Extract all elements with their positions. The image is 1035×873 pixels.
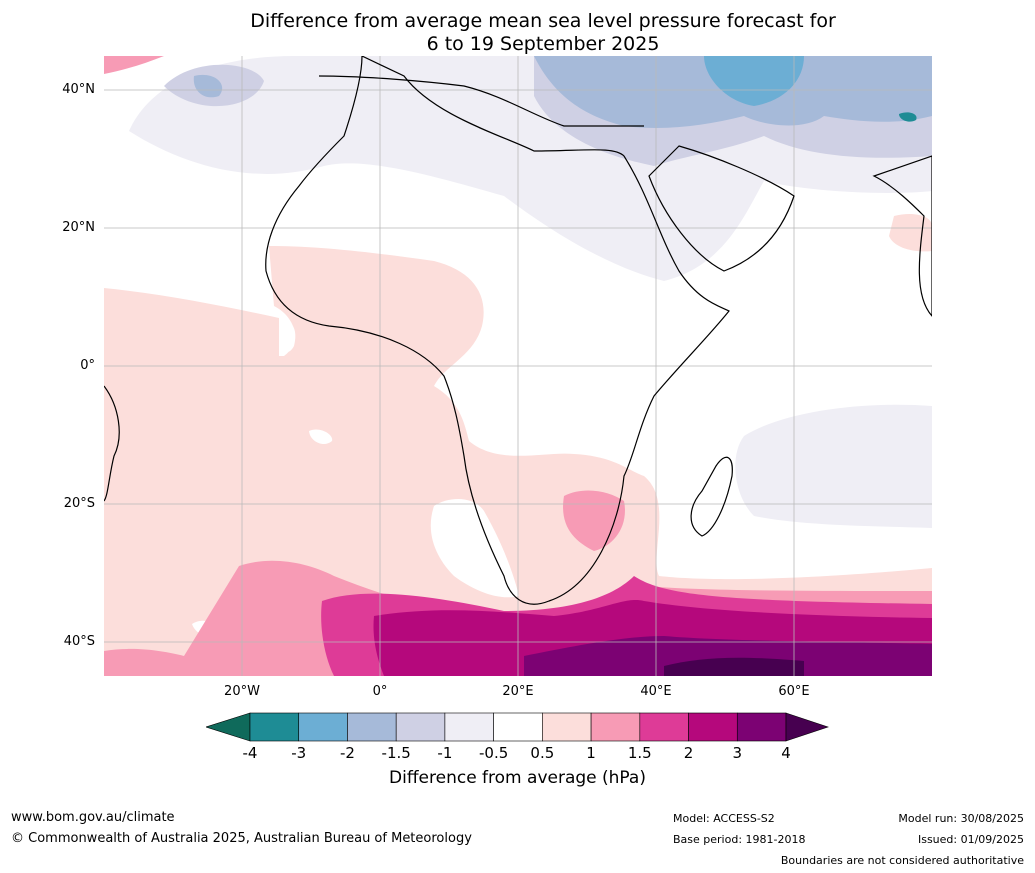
colorbar-cell <box>493 712 543 742</box>
lon-label-0: 0° <box>372 684 388 699</box>
colorbar <box>206 712 829 742</box>
africa-coastline <box>265 56 730 605</box>
lat-label-40n: 40°N <box>62 82 95 97</box>
lon-label-20e: 20°E <box>502 684 534 699</box>
india-coastline <box>872 155 932 317</box>
lat-label-40s: 40°S <box>63 634 95 649</box>
colorbar-over-arrow <box>785 712 829 742</box>
lon-label-60e: 60°E <box>778 684 810 699</box>
anomaly-positive-max <box>664 657 804 676</box>
lon-label-20w: 20°W <box>224 684 260 699</box>
colorbar-label: Difference from average (hPa) <box>389 768 646 788</box>
anomaly-negative-strong <box>704 56 804 106</box>
anomaly-neutral-atlantic <box>309 429 333 445</box>
colorbar-cell <box>639 712 689 742</box>
colorbar-tick-label: -0.5 <box>478 744 509 762</box>
colorbar-tick-label: -1 <box>437 744 453 762</box>
colorbar-cell <box>298 712 348 742</box>
coastlines <box>104 56 932 605</box>
colorbar-tick-label: 1 <box>586 744 596 762</box>
madagascar-coastline <box>690 456 733 537</box>
colorbar-tick-label: -2 <box>339 744 355 762</box>
pressure-anomaly-map <box>104 56 932 676</box>
base-period: Base period: 1981-2018 <box>673 833 806 846</box>
website-link[interactable]: www.bom.gov.au/climate <box>11 810 175 825</box>
boundaries-disclaimer: Boundaries are not considered authoritat… <box>780 854 1024 867</box>
arabia-coastline <box>648 145 795 272</box>
colorbar-cells <box>249 712 787 742</box>
colorbar-cell <box>590 712 641 742</box>
colorbar-under-arrow <box>206 712 251 742</box>
colorbar-cell <box>347 712 397 742</box>
colorbar-cell <box>688 712 738 742</box>
anomaly-negative-very-strong <box>899 112 917 122</box>
title-line-1: Difference from average mean sea level p… <box>250 10 836 32</box>
anomaly-positive-extreme <box>524 636 932 676</box>
graticule <box>104 56 932 676</box>
colorbar-tick-label: 0.5 <box>530 744 555 762</box>
colorbar-tick-label: 4 <box>781 744 791 762</box>
copyright-text: © Commonwealth of Australia 2025, Austra… <box>11 831 472 846</box>
colorbar-cell <box>542 712 592 742</box>
colorbar-tick-label: -1.5 <box>381 744 411 762</box>
colorbar-tick-label: 2 <box>683 744 694 762</box>
anomaly-positive-corner <box>104 56 164 74</box>
anomaly-positive-light-india <box>889 214 932 252</box>
issued-date: Issued: 01/09/2025 <box>917 833 1024 846</box>
colorbar-tick-label: 1.5 <box>627 744 652 762</box>
model-run: Model run: 30/08/2025 <box>898 812 1024 825</box>
south-america-coastline <box>104 385 120 502</box>
map-title: Difference from average mean sea level p… <box>0 10 1035 56</box>
lon-label-40e: 40°E <box>640 684 672 699</box>
colorbar-cell <box>395 712 446 742</box>
anomaly-negative-indian-ocean <box>735 404 932 528</box>
colorbar-cell <box>444 712 494 742</box>
lat-label-0: 0° <box>80 358 95 373</box>
model-name: Model: ACCESS-S2 <box>673 812 775 825</box>
lat-label-20s: 20°S <box>63 496 95 511</box>
anomaly-neutral-south-africa <box>430 499 519 598</box>
mediterranean-coastline <box>318 75 644 127</box>
map-svg <box>104 56 932 676</box>
anomaly-neutral-guinea <box>279 322 296 352</box>
lat-label-20n: 20°N <box>62 220 95 235</box>
title-line-2: 6 to 19 September 2025 <box>426 33 660 55</box>
colorbar-tick-label: 3 <box>732 744 743 762</box>
colorbar-cell <box>249 712 300 742</box>
colorbar-tick-label: -3 <box>291 744 307 762</box>
colorbar-tick-label: -4 <box>242 744 258 762</box>
colorbar-cell <box>736 712 787 742</box>
